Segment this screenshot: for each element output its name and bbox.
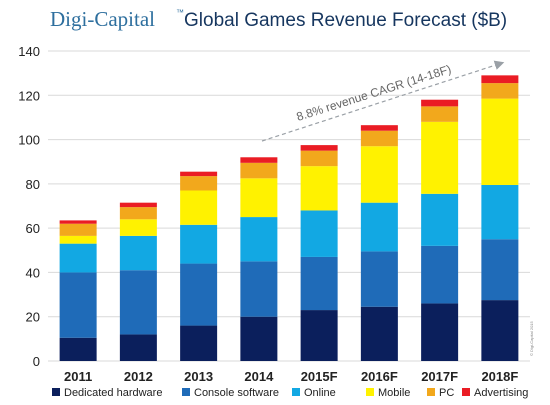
bar-segment bbox=[119, 235, 157, 271]
legend-swatch bbox=[52, 388, 60, 396]
legend-swatch bbox=[292, 388, 300, 396]
bar-segment bbox=[59, 272, 97, 338]
y-axis: 0 20 40 60 80 100 120 140 bbox=[18, 44, 40, 369]
bar-segment bbox=[481, 83, 519, 99]
trademark-mark: ™ bbox=[176, 8, 184, 17]
bar-segment bbox=[481, 75, 519, 84]
bar-segment bbox=[481, 184, 519, 240]
bar-segment bbox=[240, 178, 278, 218]
bar-segment bbox=[421, 193, 459, 246]
bar-segment bbox=[119, 207, 157, 220]
x-tick-label: 2018F bbox=[481, 369, 518, 384]
bar-segment bbox=[240, 316, 278, 361]
copyright-watermark: © Digi-Capital 2015 bbox=[529, 320, 534, 356]
x-tick-label: 2011 bbox=[64, 369, 92, 384]
bar-segment bbox=[180, 190, 218, 225]
bar-segment bbox=[300, 150, 338, 167]
bar-segment bbox=[360, 146, 398, 203]
x-tick-label: 2013 bbox=[184, 369, 213, 384]
bar-segment bbox=[180, 263, 218, 326]
bar-segment bbox=[360, 251, 398, 307]
y-tick-label: 60 bbox=[26, 221, 40, 236]
bar-segment bbox=[300, 145, 338, 151]
y-tick-label: 0 bbox=[33, 354, 40, 369]
x-tick-label: 2017F bbox=[421, 369, 458, 384]
x-tick-label: 2014 bbox=[244, 369, 274, 384]
y-tick-label: 120 bbox=[18, 88, 40, 103]
legend-swatch bbox=[366, 388, 374, 396]
bar-segment bbox=[240, 157, 278, 163]
bar-segment bbox=[240, 217, 278, 262]
bar-segment bbox=[119, 334, 157, 361]
bars bbox=[59, 75, 519, 361]
bar-segment bbox=[59, 223, 97, 236]
bar-segment bbox=[300, 310, 338, 361]
bar-segment bbox=[421, 245, 459, 304]
y-tick-label: 40 bbox=[26, 265, 40, 280]
bar-segment bbox=[119, 202, 157, 208]
legend-label: Advertising bbox=[474, 387, 528, 399]
y-tick-label: 100 bbox=[18, 133, 40, 148]
bar-segment bbox=[59, 243, 97, 273]
bar-segment bbox=[119, 219, 157, 236]
legend-swatch bbox=[427, 388, 435, 396]
cagr-arrow bbox=[261, 60, 505, 142]
x-tick-label: 2015F bbox=[301, 369, 338, 384]
bar-segment bbox=[421, 121, 459, 194]
chart-title: Global Games Revenue Forecast ($B) bbox=[184, 10, 507, 31]
bar-segment bbox=[481, 98, 519, 185]
legend-label: Mobile bbox=[378, 387, 410, 399]
bar-segment bbox=[240, 162, 278, 179]
bar-segment bbox=[180, 325, 218, 361]
bar-segment bbox=[481, 300, 519, 361]
legend: Dedicated hardware Console software Online… bbox=[52, 387, 528, 399]
bar-segment bbox=[300, 256, 338, 311]
legend-label: Console software bbox=[194, 387, 279, 399]
bar-segment bbox=[180, 224, 218, 264]
bar-segment bbox=[180, 176, 218, 191]
bar-segment bbox=[421, 303, 459, 361]
bar-segment bbox=[240, 261, 278, 317]
legend-label: Online bbox=[304, 387, 336, 399]
bar-segment bbox=[300, 210, 338, 257]
legend-swatch bbox=[462, 388, 470, 396]
x-axis: 2011 2012 2013 2014 2015F 2016F 2017F 2018F bbox=[64, 369, 518, 384]
bar-segment bbox=[421, 106, 459, 122]
bar-segment bbox=[180, 171, 218, 177]
bar-segment bbox=[119, 270, 157, 335]
x-tick-label: 2016F bbox=[361, 369, 398, 384]
y-tick-label: 80 bbox=[26, 177, 40, 192]
bar-segment bbox=[360, 202, 398, 252]
bar-segment bbox=[360, 125, 398, 131]
x-tick-label: 2012 bbox=[124, 369, 153, 384]
legend-label: PC bbox=[439, 387, 454, 399]
y-tick-label: 140 bbox=[18, 44, 40, 59]
bar-segment bbox=[300, 166, 338, 211]
bar-segment bbox=[59, 220, 97, 224]
bar-segment bbox=[59, 337, 97, 361]
bar-segment bbox=[481, 239, 519, 301]
bar-segment bbox=[360, 130, 398, 147]
bar-segment bbox=[421, 99, 459, 107]
bar-segment bbox=[360, 306, 398, 361]
bar-segment bbox=[59, 235, 97, 244]
legend-swatch bbox=[182, 388, 190, 396]
brand-logo: Digi-Capital bbox=[50, 7, 155, 31]
legend-label: Dedicated hardware bbox=[64, 387, 162, 399]
y-tick-label: 20 bbox=[26, 310, 40, 325]
